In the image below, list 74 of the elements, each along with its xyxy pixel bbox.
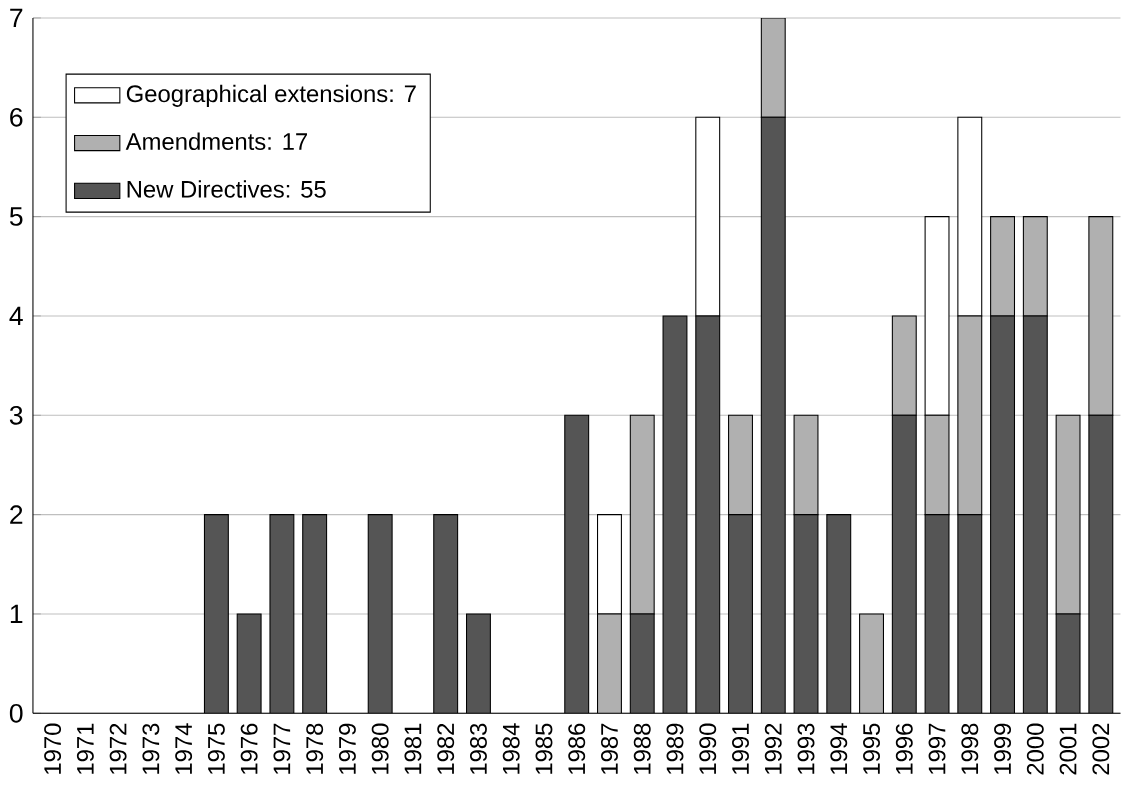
x-tick-label: 1986 — [568, 723, 586, 775]
x-tick-label: 1994 — [830, 723, 848, 775]
bar — [761, 117, 786, 714]
x-tick-label: 1976 — [240, 723, 258, 775]
bar — [1088, 414, 1114, 714]
x-tick-label: 1973 — [142, 723, 160, 775]
bar — [826, 514, 851, 714]
x-tick-label: 1992 — [764, 724, 782, 775]
bar — [1056, 614, 1080, 714]
x-tick-label: 2001 — [1059, 724, 1077, 775]
y-tick-label: 3 — [9, 406, 23, 425]
legend-label: New Directives: 55 — [127, 180, 326, 199]
bar — [564, 415, 589, 714]
x-tick-label: 1990 — [699, 723, 717, 775]
bar — [204, 514, 229, 714]
bar — [1022, 216, 1048, 317]
x-tick-label: 1997 — [928, 724, 946, 775]
bar — [466, 614, 491, 714]
x-tick-label: 1982 — [437, 724, 455, 775]
y-tick-label: 5 — [9, 207, 23, 227]
x-tick-label: 1999 — [994, 724, 1012, 775]
x-tick-label: 1971 — [76, 724, 94, 775]
x-tick-label: 1995 — [863, 723, 880, 775]
x-tick-label: 1970 — [44, 723, 62, 775]
x-tick-label: 1981 — [404, 724, 422, 775]
x-tick-label: 1983 — [469, 723, 487, 775]
x-tick-label: 1975 — [207, 723, 225, 775]
bar — [728, 414, 753, 516]
x-tick-label: 1991 — [732, 724, 749, 775]
bar — [892, 415, 917, 714]
bar — [695, 316, 720, 714]
bar — [269, 514, 294, 714]
x-tick-label: 1988 — [633, 723, 651, 775]
legend-label: Geographical extensions: 7 — [126, 84, 416, 108]
y-tick-label: 7 — [10, 9, 23, 28]
bar — [237, 614, 262, 714]
x-tick-label: 1989 — [666, 724, 684, 775]
x-tick-label: 2000 — [1026, 723, 1044, 775]
y-tick-label: 0 — [9, 704, 23, 723]
bar — [859, 613, 884, 714]
legend-label: Amendments: 17 — [125, 132, 307, 151]
x-tick-label: 1979 — [338, 724, 356, 775]
x-tick-label: 1974 — [175, 723, 193, 775]
bar — [891, 315, 917, 417]
bar — [1023, 316, 1048, 714]
y-tick-label: 2 — [10, 505, 23, 525]
bar — [368, 514, 393, 714]
x-tick-label: 1972 — [109, 724, 127, 775]
x-tick-label: 1977 — [273, 724, 291, 775]
bar — [957, 514, 982, 714]
x-tick-label: 1985 — [535, 723, 553, 775]
x-tick-label: 1978 — [306, 723, 324, 775]
bar — [793, 414, 819, 516]
bar — [630, 614, 655, 714]
x-tick-label: 1980 — [371, 723, 389, 775]
bar — [433, 514, 458, 714]
bar — [990, 316, 1015, 714]
x-tick-label: 1998 — [961, 723, 979, 775]
y-tick-label: 6 — [10, 108, 23, 127]
bar — [1055, 414, 1081, 615]
bar — [663, 316, 687, 714]
y-tick-label: 1 — [10, 605, 23, 624]
bar — [728, 514, 753, 714]
x-tick-label: 1996 — [895, 723, 913, 775]
x-tick-label: 1987 — [601, 724, 618, 775]
x-tick-label: 1993 — [797, 723, 815, 775]
bar — [990, 216, 1016, 317]
bar — [794, 514, 818, 714]
x-tick-label: 1984 — [502, 723, 520, 775]
bar — [629, 414, 655, 615]
bar — [302, 514, 327, 714]
x-tick-label: 2002 — [1092, 724, 1110, 775]
bar — [925, 514, 949, 714]
y-tick-label: 4 — [9, 307, 23, 326]
